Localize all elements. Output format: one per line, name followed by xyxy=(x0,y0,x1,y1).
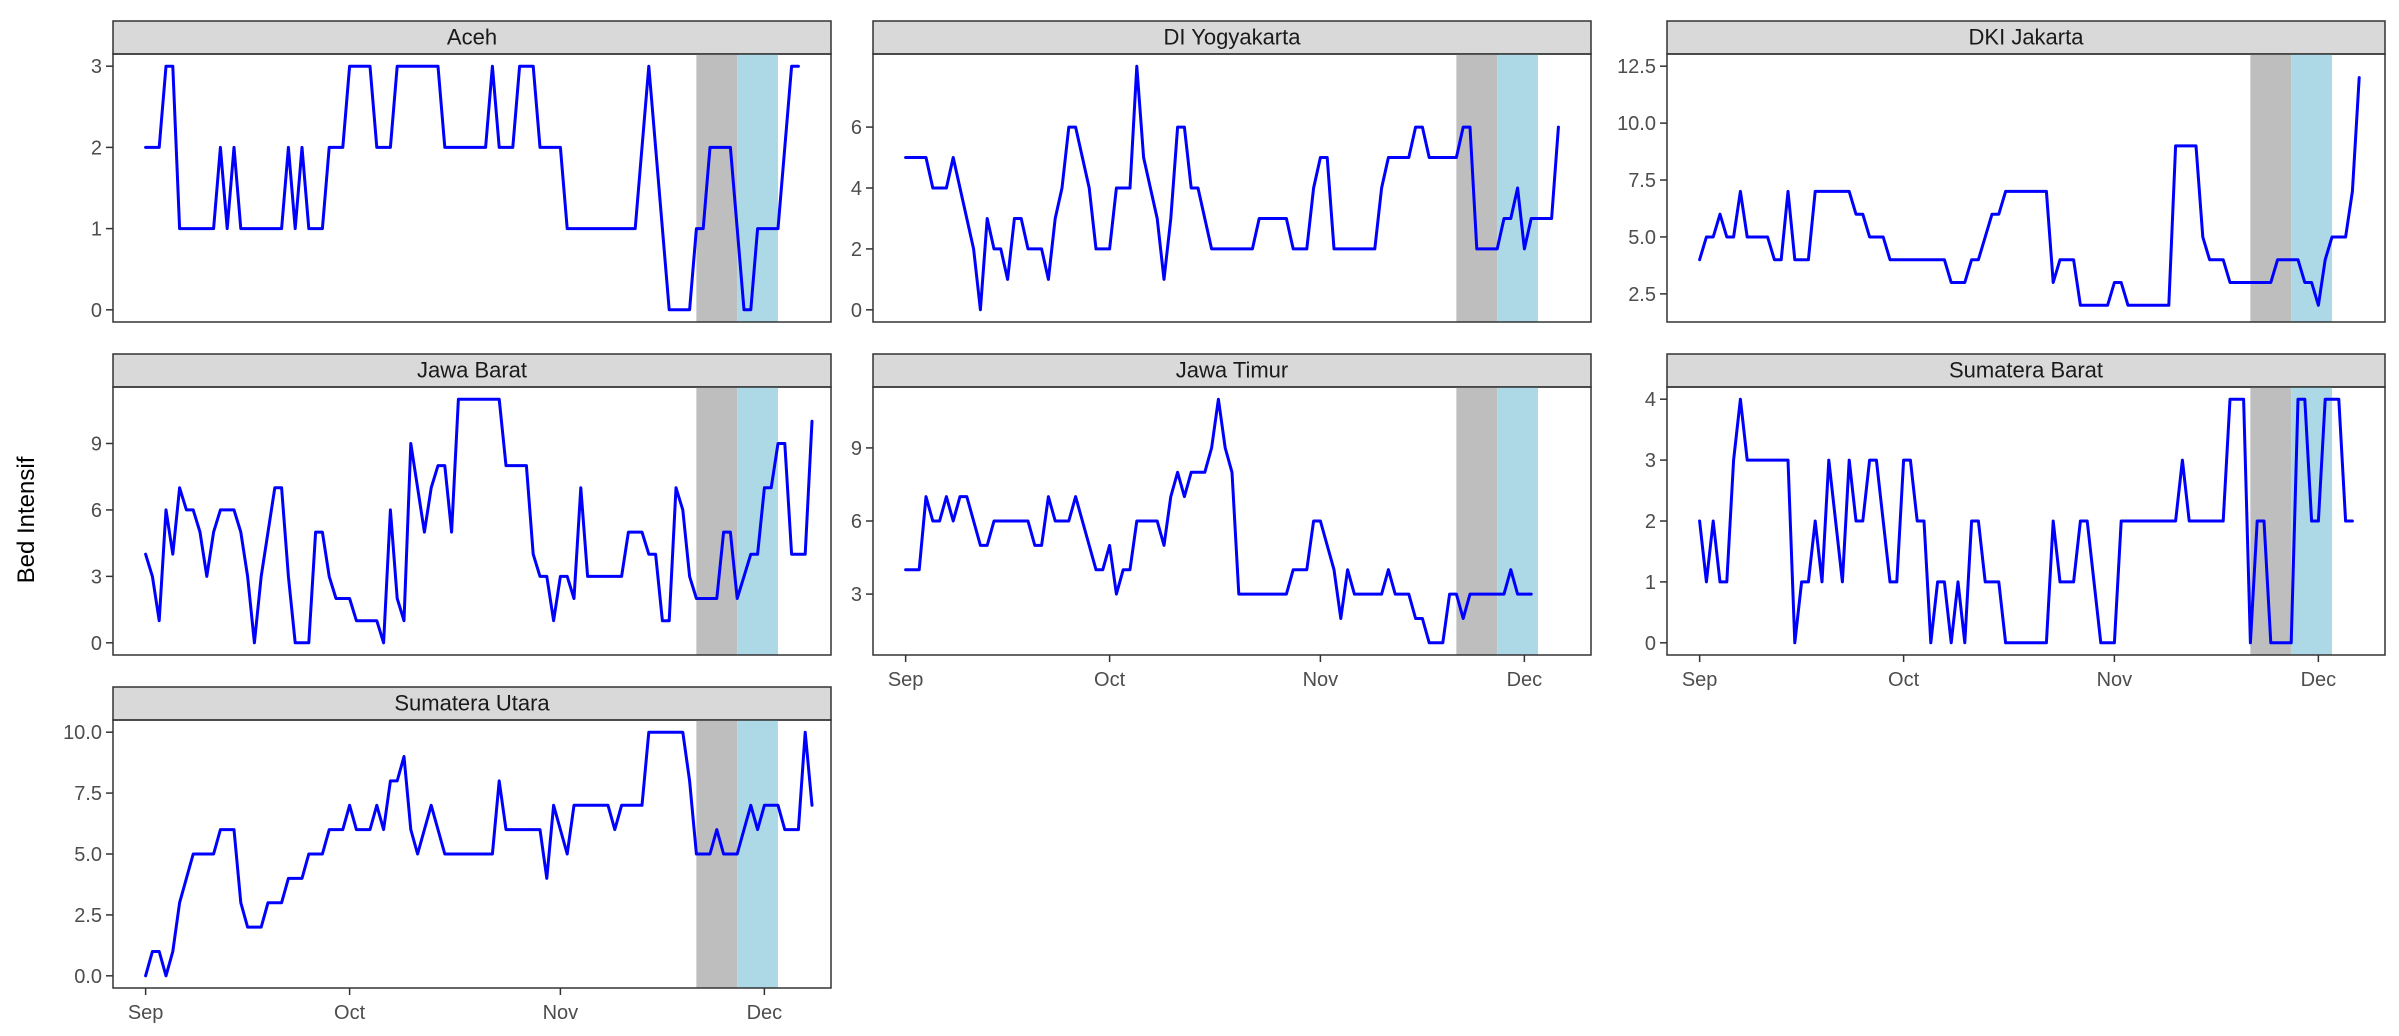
series-line xyxy=(144,730,814,978)
panel-jawa-barat: Jawa Barat 0 3 6 9 xyxy=(91,353,832,656)
y-tick-label: 2.5 xyxy=(74,905,102,927)
y-tick-label: 10.0 xyxy=(63,722,102,744)
facet-label: Sumatera Utara xyxy=(394,691,550,716)
y-tick-label: 5.0 xyxy=(74,844,102,866)
series-line xyxy=(904,64,1560,312)
y-tick-label: 6 xyxy=(851,117,862,139)
facet-label: Jawa Timur xyxy=(1176,358,1288,383)
x-tick-label: Nov xyxy=(543,1002,579,1024)
series-line xyxy=(1698,76,2361,307)
forecast-band xyxy=(737,387,778,655)
series-line xyxy=(144,397,814,645)
y-tick-label: 2 xyxy=(1645,511,1656,533)
facet-strip xyxy=(872,20,1592,55)
x-tick-label: Oct xyxy=(334,1002,366,1024)
panel-di-yogyakarta: DI Yogyakarta 0 2 4 6 xyxy=(851,20,1592,323)
y-tick-label: 0 xyxy=(851,300,862,322)
y-tick-label: 5.0 xyxy=(1628,227,1656,249)
y-tick-label: 2.5 xyxy=(1628,284,1656,306)
panel-border xyxy=(112,53,832,323)
y-tick-label: 9 xyxy=(851,438,862,460)
y-tick-label: 6 xyxy=(851,511,862,533)
forecast-band xyxy=(1497,387,1538,655)
x-tick-label: Dec xyxy=(1507,669,1543,691)
x-tick-label: Sep xyxy=(128,1002,164,1024)
y-tick-label: 7.5 xyxy=(1628,170,1656,192)
y-tick-label: 2 xyxy=(851,239,862,261)
validation-band xyxy=(696,54,738,322)
panel-border xyxy=(1666,53,2386,323)
forecast-band xyxy=(737,720,778,988)
x-tick-label: Sep xyxy=(1682,669,1718,691)
facet-label: DKI Jakarta xyxy=(1969,25,2085,50)
facet-strip xyxy=(112,353,832,388)
y-tick-label: 6 xyxy=(91,500,102,522)
x-tick-label: Oct xyxy=(1888,669,1920,691)
facet-label: Sumatera Barat xyxy=(1949,358,2103,383)
x-tick-label: Nov xyxy=(2097,669,2133,691)
validation-band xyxy=(1456,54,1498,322)
forecast-band xyxy=(2291,54,2332,322)
panel-dki-jakarta: DKI Jakarta 2.5 5.0 7.5 10.0 12.5 xyxy=(1617,20,2386,323)
facet-strip xyxy=(112,20,832,55)
y-tick-label: 9 xyxy=(91,433,102,455)
facet-label: Aceh xyxy=(447,25,497,50)
forecast-band xyxy=(737,54,778,322)
y-tick-label: 4 xyxy=(1645,389,1656,411)
panel-sumatera-utara: Sumatera Utara 0.0 2.5 5.0 7.5 10.0 Sep Oct Nov D… xyxy=(63,686,832,1024)
validation-band xyxy=(696,387,738,655)
y-tick-label: 3 xyxy=(91,566,102,588)
panel-border xyxy=(112,386,832,656)
x-tick-label: Oct xyxy=(1094,669,1126,691)
y-tick-label: 12.5 xyxy=(1617,56,1656,78)
y-tick-label: 0 xyxy=(91,300,102,322)
y-axis-title: Bed Intensif xyxy=(13,456,40,583)
y-tick-label: 0 xyxy=(91,633,102,655)
y-tick-label: 3 xyxy=(1645,450,1656,472)
facet-strip xyxy=(1666,20,2386,55)
validation-band xyxy=(2250,54,2292,322)
series-line xyxy=(144,64,800,312)
facet-strip xyxy=(112,686,832,721)
x-tick-label: Nov xyxy=(1303,669,1339,691)
facet-strip xyxy=(872,353,1592,388)
x-tick-label: Sep xyxy=(888,669,924,691)
y-tick-label: 3 xyxy=(851,584,862,606)
y-tick-label: 0 xyxy=(1645,633,1656,655)
y-tick-label: 4 xyxy=(851,178,862,200)
series-line xyxy=(1698,397,2354,645)
y-tick-label: 10.0 xyxy=(1617,113,1656,135)
x-tick-label: Dec xyxy=(747,1002,783,1024)
facet-label: DI Yogyakarta xyxy=(1164,25,1302,50)
y-tick-label: 0.0 xyxy=(74,966,102,988)
validation-band xyxy=(1456,387,1498,655)
panel-sumatera-barat: Sumatera Barat 0 1 2 3 4 Sep Oct Nov Dec xyxy=(1645,353,2386,691)
series-line xyxy=(904,397,1533,645)
y-tick-label: 1 xyxy=(91,219,102,241)
panel-aceh: Aceh 0 1 2 3 xyxy=(91,20,832,323)
y-tick-label: 7.5 xyxy=(74,783,102,805)
y-tick-label: 2 xyxy=(91,137,102,159)
panel-jawa-timur: Jawa Timur 3 6 9 Sep Oct Nov Dec xyxy=(851,353,1592,691)
y-tick-label: 3 xyxy=(91,56,102,78)
facet-label: Jawa Barat xyxy=(417,358,527,383)
y-tick-label: 1 xyxy=(1645,572,1656,594)
x-tick-label: Dec xyxy=(2301,669,2337,691)
